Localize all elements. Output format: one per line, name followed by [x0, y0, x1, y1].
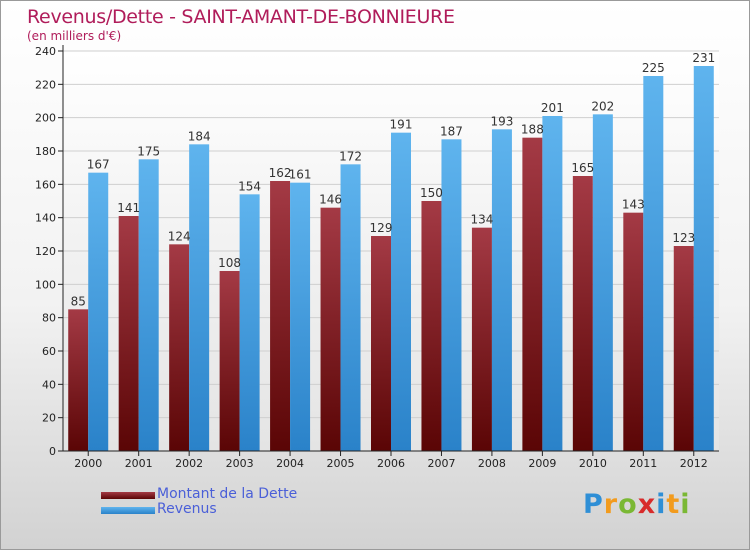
chart-title: Revenus/Dette - SAINT-AMANT-DE-BONNIEURE	[27, 6, 455, 28]
y-tick-label: 220	[35, 78, 56, 91]
bar-revenus	[542, 116, 563, 451]
y-tick-label: 180	[35, 145, 56, 158]
bar-dette	[68, 309, 89, 451]
bar-revenus	[592, 114, 613, 451]
bar-dette	[623, 212, 644, 451]
bar-revenus	[441, 139, 462, 452]
bar-revenus	[643, 76, 664, 451]
legend-swatch-dette	[101, 492, 155, 499]
bar-revenus	[88, 172, 109, 451]
y-tick-label: 0	[49, 445, 56, 458]
data-label-dette: 165	[571, 161, 594, 175]
data-label-dette: 146	[319, 193, 342, 207]
data-label-dette: 162	[269, 166, 292, 180]
proxiti-logo: Proxiti	[583, 489, 691, 520]
data-label-dette: 85	[71, 294, 86, 308]
bar-dette	[270, 181, 291, 451]
y-tick-label: 20	[42, 412, 56, 425]
data-label-dette: 143	[622, 198, 645, 212]
y-tick-label: 140	[35, 212, 56, 225]
data-label-revenus: 191	[390, 118, 413, 132]
legend-label-dette: Montant de la Dette	[157, 486, 298, 502]
data-label-revenus: 225	[642, 61, 665, 75]
data-label-revenus: 201	[541, 101, 564, 115]
data-label-revenus: 231	[692, 51, 715, 65]
x-tick-label: 2008	[478, 457, 506, 470]
x-tick-label: 2004	[276, 457, 304, 470]
bar-revenus	[693, 66, 714, 451]
x-tick-label: 2005	[327, 457, 355, 470]
legend-swatch-revenus	[101, 507, 155, 514]
logo-letter: t	[666, 489, 681, 520]
bar-dette	[371, 236, 391, 451]
data-label-revenus: 187	[440, 124, 463, 138]
x-tick-label: 2011	[629, 457, 657, 470]
data-label-revenus: 175	[137, 144, 160, 158]
bar-dette	[219, 271, 240, 451]
bar-revenus	[491, 129, 512, 452]
bar-dette	[522, 137, 543, 451]
bar-dette	[118, 216, 139, 451]
data-label-dette: 134	[470, 213, 493, 227]
logo-letter: r	[603, 489, 619, 520]
data-label-revenus: 161	[289, 168, 312, 182]
x-tick-label: 2007	[427, 457, 455, 470]
bar-dette	[320, 207, 341, 451]
y-tick-label: 240	[35, 45, 56, 58]
data-label-dette: 123	[672, 231, 695, 245]
x-tick-label: 2002	[175, 457, 203, 470]
data-label-revenus: 172	[339, 149, 362, 163]
bar-revenus	[340, 164, 361, 452]
y-tick-label: 100	[35, 278, 56, 291]
x-tick-label: 2012	[680, 457, 708, 470]
x-tick-label: 2010	[579, 457, 607, 470]
y-tick-label: 80	[42, 312, 56, 325]
y-tick-label: 60	[42, 345, 56, 358]
data-label-dette: 188	[521, 123, 544, 137]
x-tick-label: 2000	[74, 457, 102, 470]
logo-letter: P	[583, 489, 604, 520]
x-tick-label: 2009	[528, 457, 556, 470]
bar-revenus	[189, 144, 210, 452]
bar-revenus	[391, 132, 411, 451]
data-label-revenus: 202	[591, 99, 614, 113]
logo-letter: i	[656, 489, 667, 520]
legend-label-revenus: Revenus	[157, 501, 217, 517]
x-tick-label: 2003	[226, 457, 254, 470]
bar-revenus	[290, 182, 311, 451]
data-label-revenus: 184	[188, 129, 211, 143]
data-label-revenus: 193	[490, 114, 513, 128]
logo-letter: i	[680, 489, 691, 520]
data-label-dette: 124	[168, 229, 191, 243]
logo-letter: o	[618, 489, 638, 520]
data-label-dette: 108	[218, 256, 241, 270]
x-tick-label: 2001	[125, 457, 153, 470]
x-tick-label: 2006	[377, 457, 405, 470]
data-label-dette: 150	[420, 186, 443, 200]
y-tick-label: 160	[35, 178, 56, 191]
bar-dette	[169, 244, 190, 451]
y-tick-label: 120	[35, 245, 56, 258]
bar-dette	[471, 227, 492, 451]
bar-dette	[421, 201, 442, 451]
chart-subtitle: (en milliers d'€)	[27, 29, 122, 43]
y-tick-label: 200	[35, 112, 56, 125]
bar-dette	[572, 176, 593, 451]
bar-revenus	[138, 159, 159, 452]
y-tick-label: 40	[42, 378, 56, 391]
data-label-revenus: 154	[238, 179, 261, 193]
bar-revenus	[239, 194, 260, 452]
data-label-dette: 129	[370, 221, 393, 235]
logo-letter: x	[637, 489, 657, 520]
data-label-revenus: 167	[87, 158, 110, 172]
data-label-dette: 141	[117, 201, 140, 215]
bar-dette	[673, 246, 694, 451]
